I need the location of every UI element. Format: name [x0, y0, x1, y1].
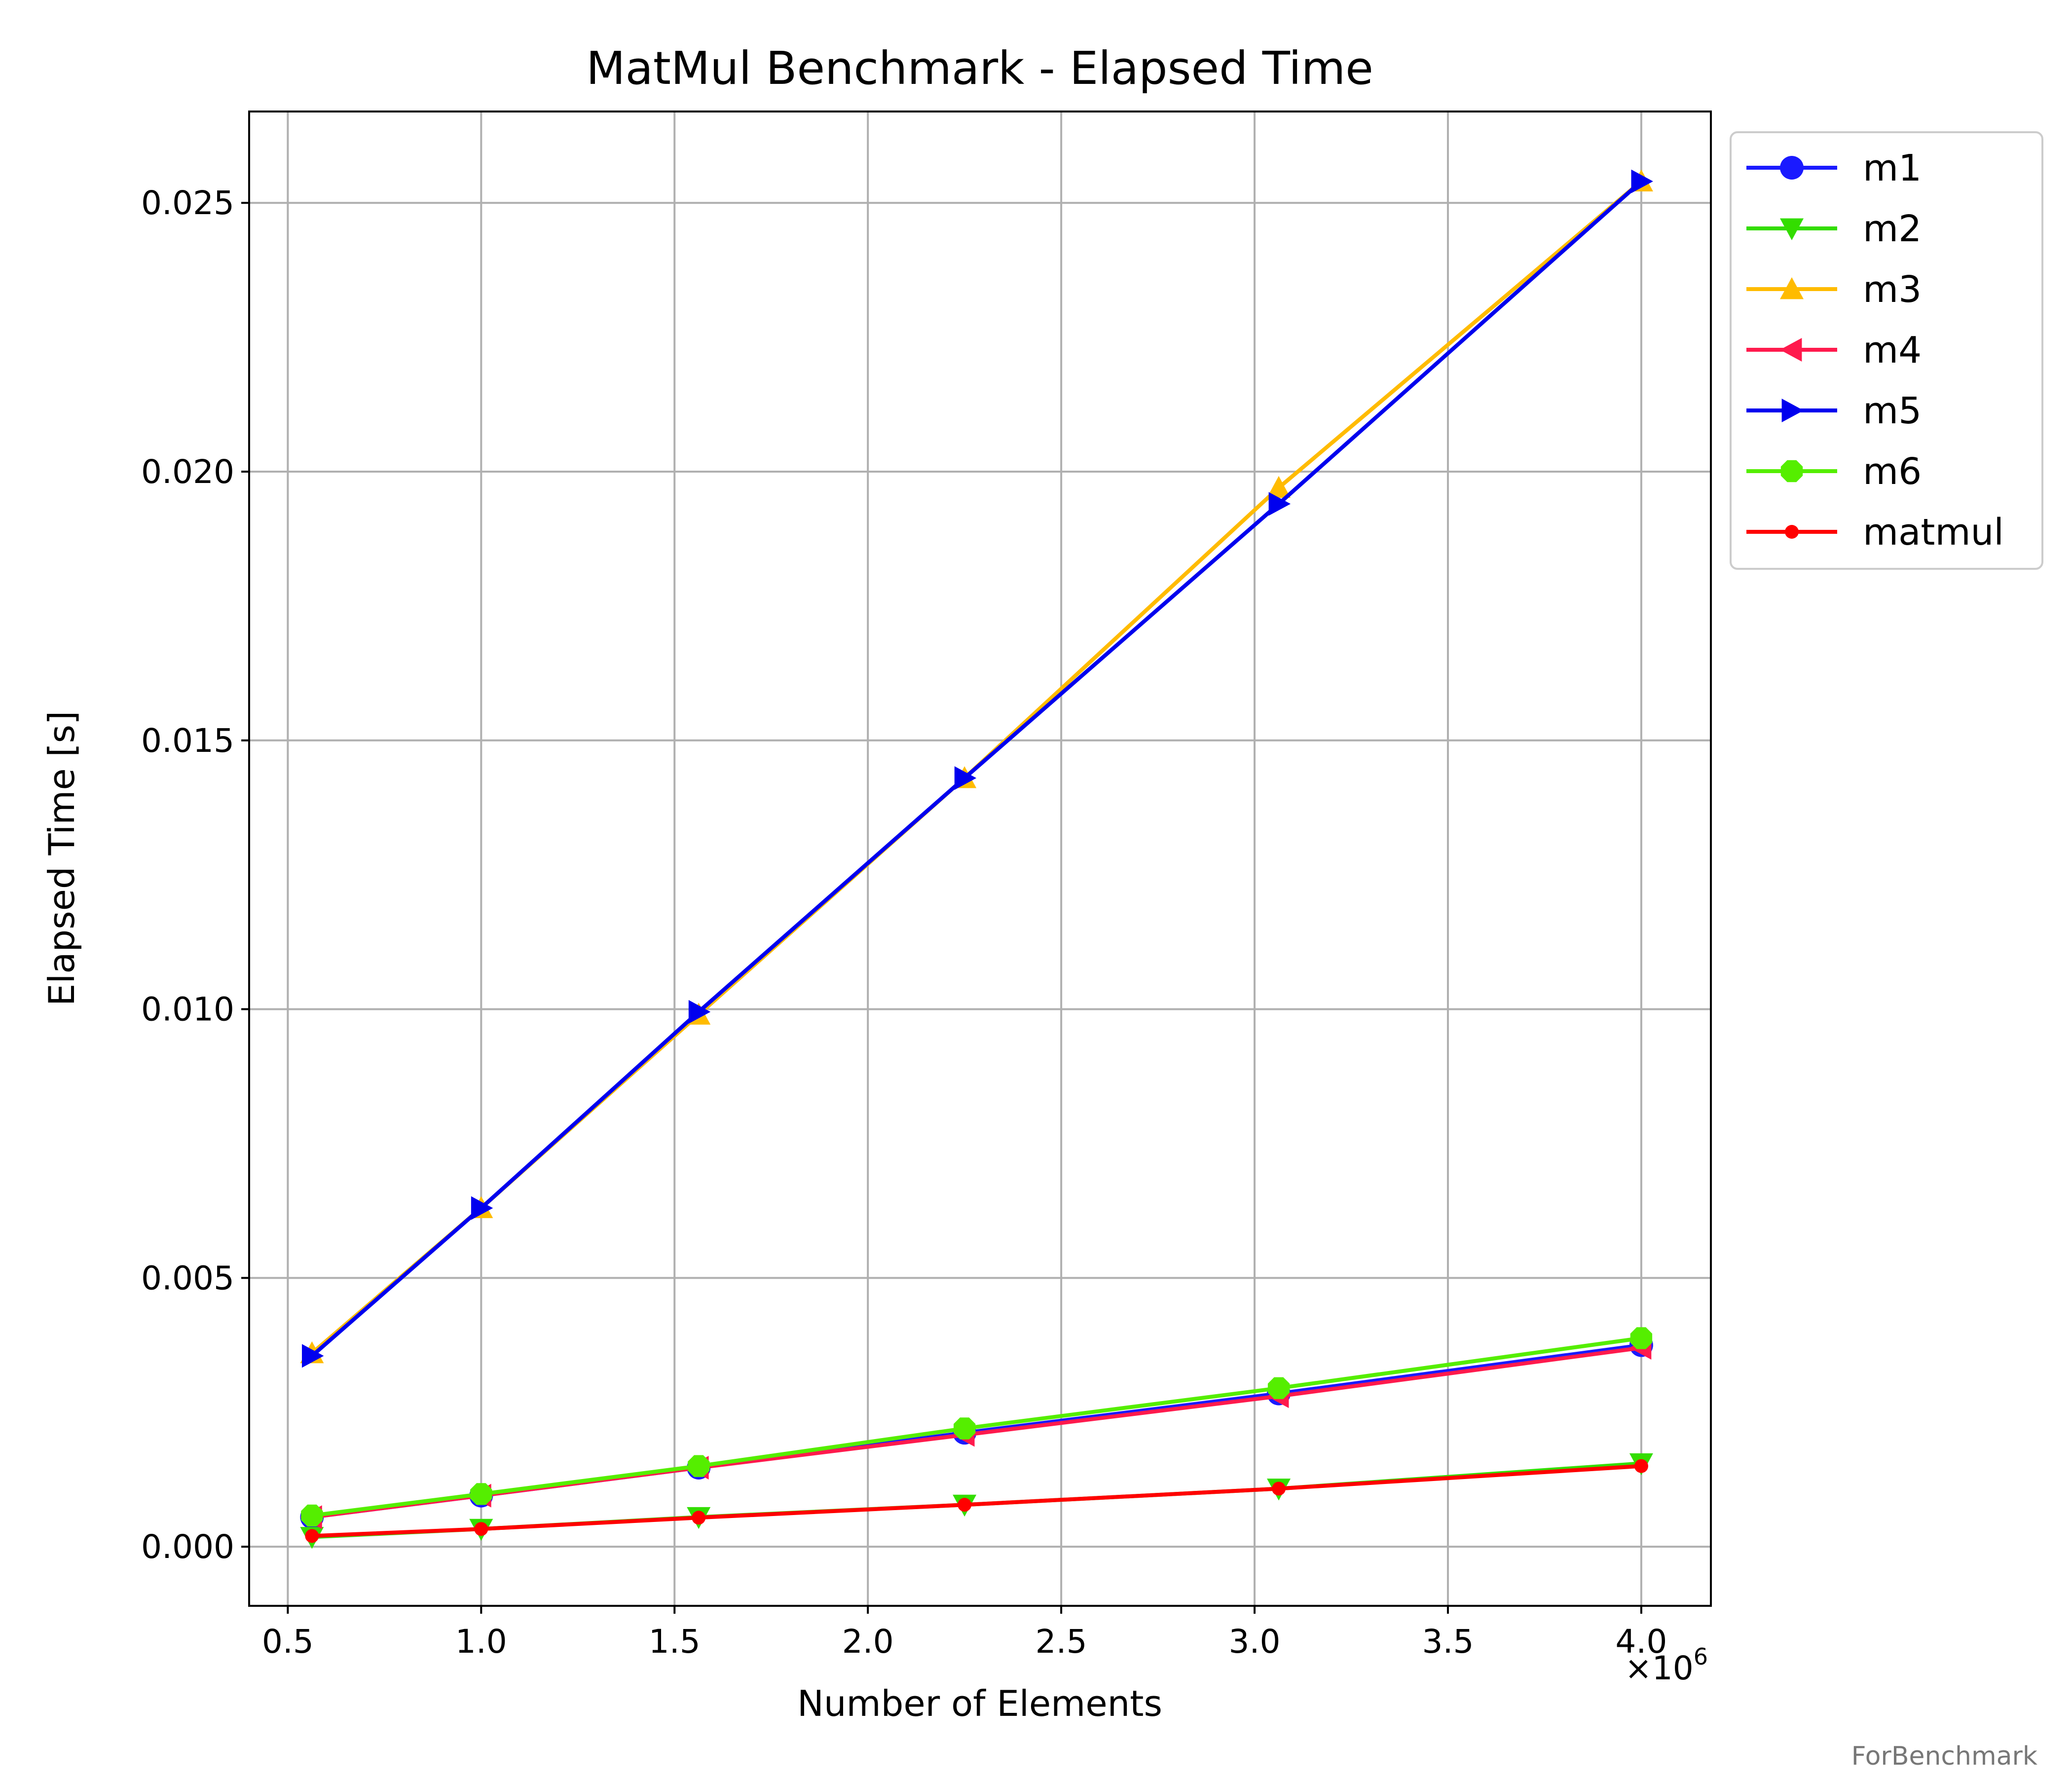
data-point-matmul [305, 1529, 319, 1543]
x-tick-label: 3.0 [1229, 1623, 1281, 1661]
legend-marker-matmul [1785, 525, 1799, 539]
series-line-m6 [311, 1336, 1642, 1518]
data-point-m6 [1267, 1377, 1290, 1399]
legend-label: m5 [1863, 390, 1922, 432]
legend-item-m5: m5 [1746, 390, 1922, 432]
x-tick-label: 3.5 [1422, 1623, 1474, 1661]
legend-marker-m4 [1780, 338, 1802, 362]
x-tick-label: 2.5 [1036, 1623, 1087, 1661]
x-axis-multiplier: ×106 [1625, 1643, 1708, 1687]
x-tick-label: 4.0 [1615, 1623, 1667, 1661]
x-axis-multiplier-base: ×10 [1625, 1649, 1693, 1687]
data-point-m5 [471, 1196, 493, 1220]
data-point-m5 [301, 1344, 324, 1368]
data-point-m5 [954, 766, 977, 790]
legend-item-matmul: matmul [1746, 511, 2004, 554]
y-tick-label: 0.015 [141, 722, 234, 760]
legend-label: m6 [1863, 450, 1922, 493]
watermark: ForBenchmark [1851, 1741, 2037, 1771]
data-point-m5 [1268, 492, 1291, 516]
y-axis-label: Elapsed Time [s] [41, 711, 82, 1006]
plot-area-frame [248, 111, 1712, 1607]
y-tick-label: 0.005 [141, 1259, 234, 1297]
legend-label: m1 [1863, 147, 1922, 189]
legend-label: m2 [1863, 208, 1922, 250]
y-tick-label: 0.025 [141, 184, 234, 222]
legend-label: m4 [1863, 329, 1922, 371]
data-point-m5 [688, 1000, 711, 1024]
legend-item-m4: m4 [1746, 329, 1922, 371]
data-point-matmul [958, 1498, 972, 1512]
data-point-m6 [301, 1504, 323, 1527]
data-point-matmul [1272, 1482, 1286, 1496]
x-tick-label: 2.0 [842, 1623, 894, 1661]
x-tick-label: 1.0 [455, 1623, 507, 1661]
series-m6 [301, 1327, 1653, 1527]
legend-marker-m2 [1780, 218, 1804, 240]
x-axis-label: Number of Elements [797, 1683, 1162, 1724]
y-tick-label: 0.000 [141, 1528, 234, 1566]
chart-title: MatMul Benchmark - Elapsed Time [586, 42, 1373, 95]
series-line-m5 [310, 180, 1643, 1358]
data-point-m6 [1630, 1327, 1653, 1349]
legend-frame [1730, 131, 2043, 570]
legend-item-m1: m1 [1746, 147, 1922, 189]
axes-group: 0.5 1.0 1.5 2.0 2.5 3.0 3.5 4.0 0.000 0.005 0.010 0… [141, 184, 1667, 1661]
legend-item-m6: m6 [1746, 450, 1922, 493]
legend: m1 m2 m3 m4 m5 m6 matmul [1730, 131, 2043, 570]
legend-marker-m5 [1781, 399, 1804, 422]
legend-marker-m1 [1780, 156, 1804, 180]
data-point-matmul [692, 1511, 706, 1525]
x-tick-label: 0.5 [262, 1623, 314, 1661]
series-group [300, 169, 1653, 1549]
legend-item-m3: m3 [1746, 268, 1922, 311]
x-tick-label: 1.5 [649, 1623, 701, 1661]
series-matmul [305, 1459, 1648, 1543]
legend-label: matmul [1863, 511, 2004, 554]
legend-marker-m6 [1780, 460, 1803, 482]
data-point-m5 [1631, 169, 1653, 193]
y-tick-label: 0.020 [141, 453, 234, 491]
grid-lines [249, 111, 1711, 1606]
data-point-m6 [954, 1417, 976, 1440]
data-point-matmul [474, 1522, 488, 1536]
data-point-matmul [1634, 1459, 1648, 1473]
series-m5 [301, 169, 1653, 1368]
data-point-m3 [1267, 476, 1291, 498]
x-axis-multiplier-exponent: 6 [1694, 1643, 1708, 1670]
data-point-m6 [688, 1455, 710, 1477]
legend-marker-m3 [1780, 277, 1804, 299]
legend-item-m2: m2 [1746, 208, 1922, 250]
series-line-matmul [312, 1464, 1642, 1538]
legend-label: m3 [1863, 268, 1922, 311]
data-point-m6 [470, 1483, 492, 1505]
y-tick-label: 0.010 [141, 991, 234, 1029]
